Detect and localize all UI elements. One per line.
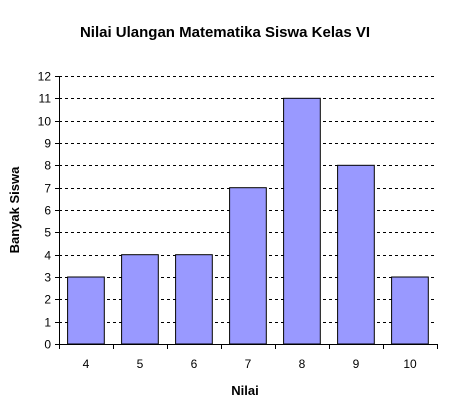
chart-title: Nilai Ulangan Matematika Siswa Kelas VI — [80, 24, 370, 41]
y-tick-label: 1 — [44, 316, 51, 330]
y-tick-label: 7 — [44, 182, 51, 196]
y-tick-label: 11 — [39, 92, 52, 106]
x-tick-labels: 4 5 6 7 8 9 10 — [83, 357, 417, 371]
bar-6 — [175, 254, 213, 345]
y-tick-label: 6 — [44, 204, 51, 218]
bar-9 — [337, 164, 375, 345]
y-tick-label: 2 — [44, 293, 51, 307]
x-tick-label: 6 — [191, 357, 198, 371]
bar-7 — [229, 187, 267, 345]
bar-4 — [67, 276, 105, 345]
bar-8 — [283, 97, 321, 345]
y-axis-label: Banyak Siswa — [7, 166, 22, 253]
y-tick-label: 8 — [44, 159, 51, 173]
y-tick-label: 3 — [44, 271, 51, 285]
y-tick-label: 0 — [44, 338, 51, 352]
x-tick-label: 8 — [299, 357, 306, 371]
y-tick-label: 5 — [44, 226, 51, 240]
bar-5 — [121, 254, 159, 345]
x-tick-label: 9 — [353, 357, 360, 371]
y-tick-label: 10 — [38, 115, 52, 129]
y-tick-label: 9 — [44, 137, 51, 151]
bar-10 — [391, 276, 429, 345]
axes — [55, 76, 438, 349]
x-tick-label: 7 — [245, 357, 252, 371]
x-tick-label: 4 — [83, 357, 90, 371]
bars — [67, 97, 429, 345]
x-tick-label: 10 — [403, 357, 417, 371]
x-axis-label: Nilai — [231, 383, 258, 398]
y-tick-label: 4 — [44, 249, 51, 263]
y-tick-label: 12 — [38, 70, 52, 84]
x-tick-label: 5 — [137, 357, 144, 371]
